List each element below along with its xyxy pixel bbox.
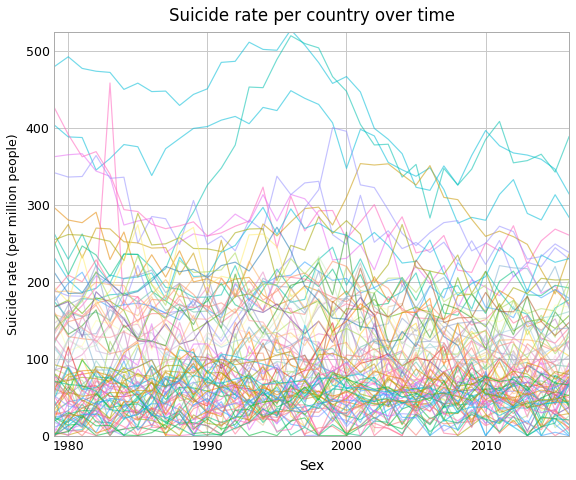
Title: Suicide rate per country over time: Suicide rate per country over time [169, 7, 454, 25]
X-axis label: Sex: Sex [299, 459, 324, 473]
Y-axis label: Suicide rate (per million people): Suicide rate (per million people) [7, 133, 20, 335]
